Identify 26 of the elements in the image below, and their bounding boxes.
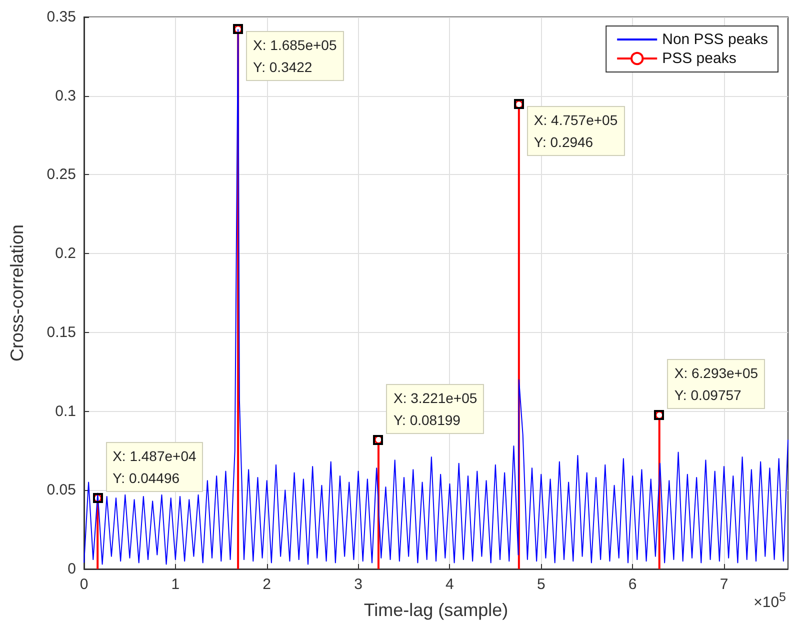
x-tick-label: 0	[80, 576, 88, 593]
x-tick-label: 7	[720, 576, 728, 593]
y-axis-title: Cross-correlation	[7, 224, 27, 362]
y-tick-label: 0.15	[46, 324, 76, 341]
y-tick-label: 0.35	[46, 8, 76, 26]
legend-label: PSS peaks	[662, 50, 736, 67]
x-tick-label: 2	[262, 576, 272, 593]
x-axis-title: Time-lag (sample)	[364, 600, 508, 620]
annotation: X: 1.685e+05 Y: 0.3422	[246, 31, 344, 82]
legend-label: Non PSS peaks	[662, 31, 768, 48]
y-tick-label: 0	[68, 560, 76, 578]
y-tick-label: 0.25	[46, 166, 76, 184]
y-tick-label: 0.1	[55, 402, 76, 420]
y-tick-label: 0.3	[55, 87, 76, 104]
x-tick-label: 3	[354, 576, 362, 593]
annotation: X: 1.487e+04 Y: 0.04496	[106, 442, 204, 492]
y-tick-label: 0.05	[46, 482, 76, 499]
x-tick-label: 4	[446, 576, 454, 593]
annotation: X: 3.221e+05 Y: 0.08199	[386, 384, 484, 434]
text: ×10$^{5}$	[754, 590, 786, 611]
annotation: X: 4.757e+05 Y: 0.2946	[526, 106, 625, 156]
x-tick-label: 6	[628, 576, 637, 593]
x-tick-label: 5	[536, 576, 546, 593]
y-tick-label: 0.2	[55, 245, 76, 262]
annotation: X: 6.293e+05 Y: 0.09757	[667, 359, 766, 410]
x-tick-label: 1	[171, 576, 180, 593]
